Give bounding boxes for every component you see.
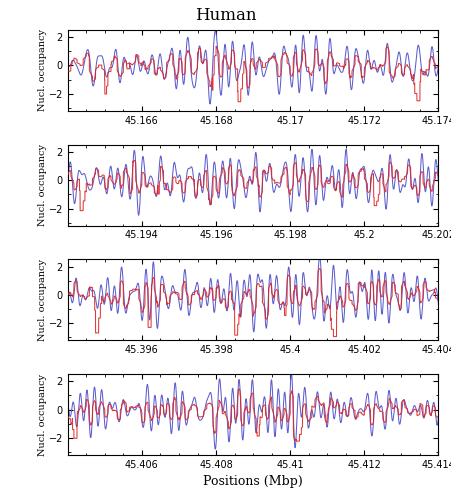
Text: Human: Human [195,8,256,24]
Y-axis label: Nucl. occupancy: Nucl. occupancy [38,259,47,341]
Y-axis label: Nucl. occupancy: Nucl. occupancy [38,144,47,226]
Y-axis label: Nucl. occupancy: Nucl. occupancy [38,374,47,456]
X-axis label: Positions (Mbp): Positions (Mbp) [203,476,302,488]
Y-axis label: Nucl. occupancy: Nucl. occupancy [38,30,47,112]
